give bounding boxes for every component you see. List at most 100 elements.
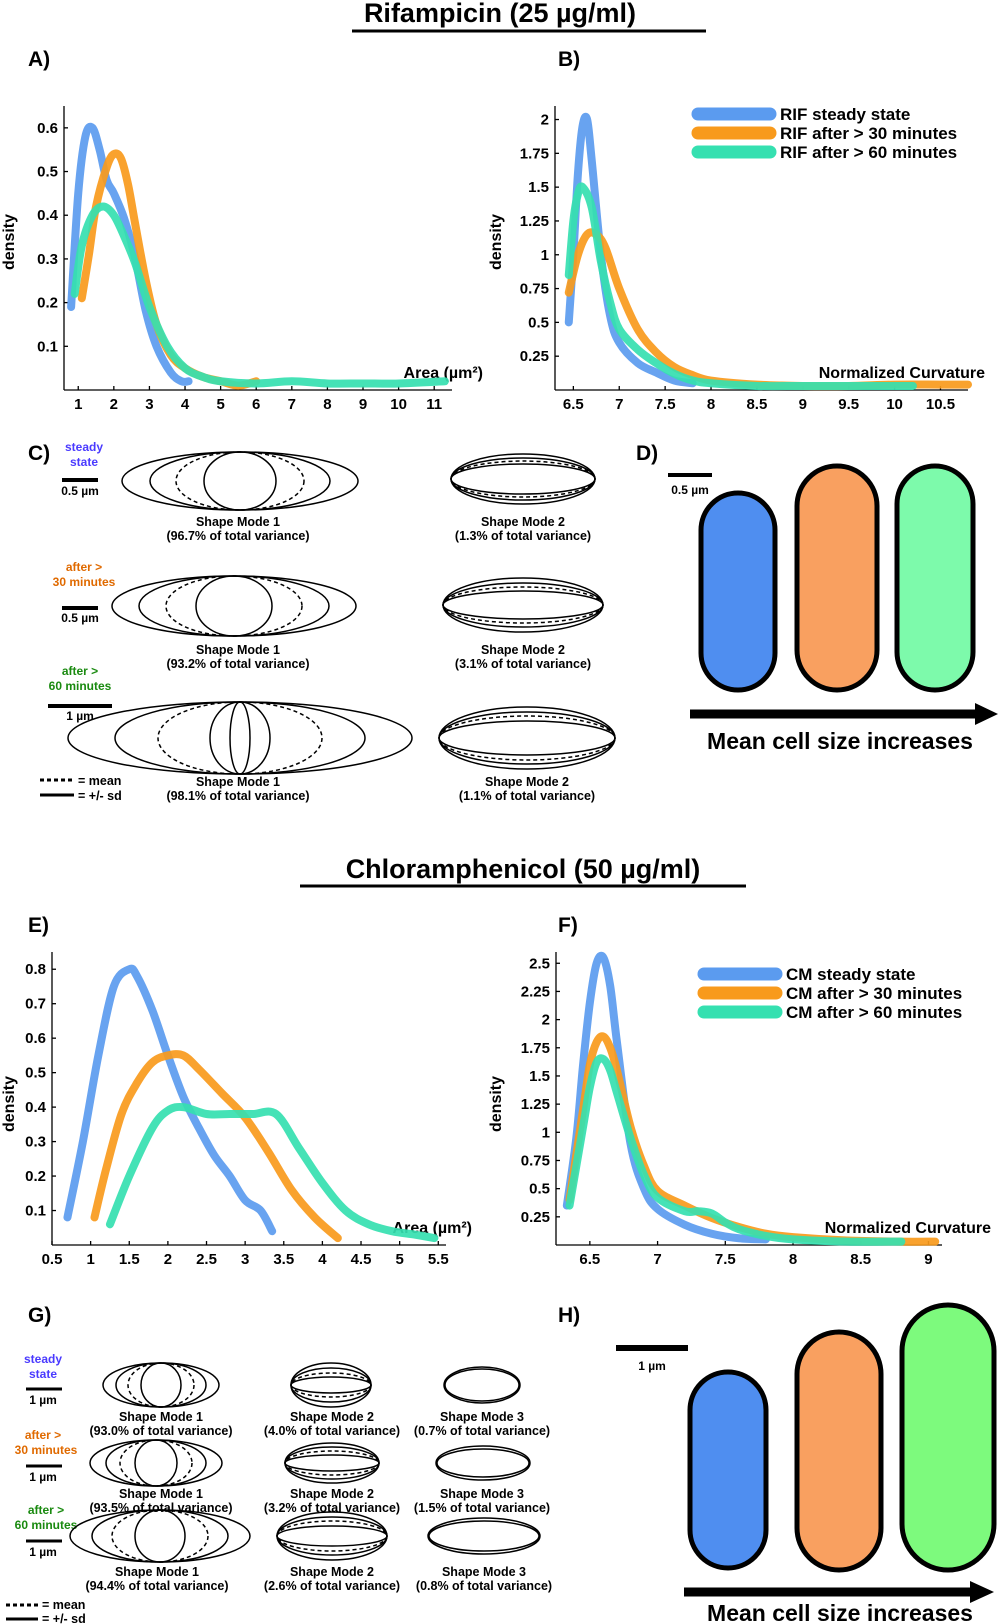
panel-letter-a: A) bbox=[28, 48, 50, 71]
chart-a-ylabel: density bbox=[1, 214, 18, 270]
panel-letter-f: F) bbox=[558, 914, 578, 937]
x-tick-label: 8.5 bbox=[746, 396, 767, 413]
x-tick-label: 3 bbox=[145, 396, 153, 413]
x-tick-label: 10 bbox=[390, 396, 407, 413]
g-row2-condition-line1: after > bbox=[25, 1428, 61, 1442]
chart-e: E) density Area (µm²) 0.5 1 1.5 2 2.5 3 3.5 4 4.… bbox=[1, 914, 472, 1268]
y-tick-label: 0.8 bbox=[25, 961, 46, 978]
legend-label-after60: CM after > 60 minutes bbox=[786, 1003, 962, 1022]
x-tick-label: 6.5 bbox=[579, 1251, 600, 1268]
panel-d-arrow-label: Mean cell size increases bbox=[707, 728, 973, 754]
y-tick-label: 1.25 bbox=[520, 213, 549, 230]
row2-mode2-title: Shape Mode 2 bbox=[481, 643, 565, 657]
x-tick-label: 11 bbox=[426, 396, 442, 413]
x-tick-label: 5 bbox=[395, 1251, 403, 1268]
panel-h-cell-sizes: H) 1 µm Mean cell size increases bbox=[558, 1302, 997, 1624]
y-tick-label: 0.1 bbox=[37, 338, 58, 355]
g-row1-mode3-outlines bbox=[443, 1366, 521, 1404]
panel-letter-e: E) bbox=[28, 914, 49, 937]
series-line-after60 bbox=[105, 1102, 439, 1243]
row2-scale-label: 0.5 µm bbox=[61, 611, 99, 625]
y-tick-label: 0.7 bbox=[25, 996, 46, 1013]
y-tick-label: 1.5 bbox=[528, 179, 549, 196]
y-tick-label: 0.1 bbox=[25, 1203, 46, 1220]
y-tick-label: 0.5 bbox=[528, 314, 549, 331]
g-row2-mode2-variance: (3.2% of total variance) bbox=[264, 1501, 400, 1515]
panel-letter-g: G) bbox=[28, 1304, 51, 1327]
g-row3-mode2-variance: (2.6% of total variance) bbox=[264, 1579, 400, 1593]
row2-mode1-title: Shape Mode 1 bbox=[196, 643, 280, 657]
row3-mode2-title: Shape Mode 2 bbox=[485, 775, 569, 789]
rifampicin-title: Rifampicin (25 µg/ml) bbox=[364, 0, 636, 28]
row1-mode2-outlines bbox=[450, 453, 596, 505]
g-key-mean-label: = mean bbox=[42, 1598, 85, 1612]
x-tick-label: 8.5 bbox=[850, 1251, 871, 1268]
y-tick-label: 0.5 bbox=[25, 1065, 46, 1082]
g-row2-scale-label: 1 µm bbox=[29, 1470, 57, 1484]
legend-label-after30: CM after > 30 minutes bbox=[786, 984, 962, 1003]
row3-mode1-variance: (98.1% of total variance) bbox=[166, 789, 309, 803]
panel-d-scale-label: 0.5 µm bbox=[671, 483, 709, 497]
cell-steady-state bbox=[698, 490, 778, 693]
x-tick-label: 9.5 bbox=[838, 396, 859, 413]
chloramphenicol-title: Chloramphenicol (50 µg/ml) bbox=[346, 854, 701, 884]
row3-condition-line2: 60 minutes bbox=[49, 679, 112, 693]
x-tick-label: 4.5 bbox=[351, 1251, 372, 1268]
g-row3-mode2-outlines bbox=[276, 1511, 388, 1561]
g-row2-mode2-title: Shape Mode 2 bbox=[290, 1487, 374, 1501]
panel-d-cell-sizes: D) 0.5 µm Mean cell size increases bbox=[636, 442, 998, 754]
panel-letter-d: D) bbox=[636, 442, 658, 465]
row2-condition-line2: 30 minutes bbox=[53, 575, 116, 589]
x-tick-label: 2 bbox=[110, 396, 118, 413]
row3-condition-line1: after > bbox=[62, 664, 98, 678]
x-tick-label: 1.5 bbox=[119, 1251, 140, 1268]
x-tick-label: 1 bbox=[74, 396, 82, 413]
y-tick-label: 0.75 bbox=[521, 1152, 550, 1169]
row2-mode2-variance: (3.1% of total variance) bbox=[455, 657, 591, 671]
g-row1-mode1-outlines bbox=[102, 1362, 220, 1408]
y-tick-label: 0.3 bbox=[25, 1134, 46, 1151]
x-tick-label: 5.5 bbox=[428, 1251, 449, 1268]
key-mean-label: = mean bbox=[78, 774, 121, 788]
legend-label-after60: RIF after > 60 minutes bbox=[780, 143, 957, 162]
g-row2-mode3-outlines bbox=[435, 1445, 531, 1481]
g-row3-mode3-outlines bbox=[427, 1517, 541, 1555]
series-line-after60 bbox=[565, 1054, 906, 1246]
panel-h-arrow-label: Mean cell size increases bbox=[707, 1600, 973, 1624]
row2-mode1-variance: (93.2% of total variance) bbox=[166, 657, 309, 671]
g-row1-mode2-variance: (4.0% of total variance) bbox=[264, 1424, 400, 1438]
g-row2-mode3-variance: (1.5% of total variance) bbox=[414, 1501, 550, 1515]
x-tick-label: 8 bbox=[323, 396, 331, 413]
x-tick-label: 4 bbox=[181, 396, 190, 413]
row2-mode2-outlines bbox=[442, 577, 604, 633]
g-row2-mode2-outlines bbox=[284, 1442, 380, 1484]
row1-mode2-variance: (1.3% of total variance) bbox=[455, 529, 591, 543]
g-row1-condition-line1: steady bbox=[24, 1352, 62, 1366]
g-row1-condition-line2: state bbox=[29, 1367, 57, 1381]
chart-f: F) density Normalized Curvature 6.5 7 7.5 8… bbox=[488, 914, 991, 1268]
g-row3-condition-line2: 60 minutes bbox=[15, 1518, 78, 1532]
chart-e-ylabel: density bbox=[1, 1076, 18, 1132]
y-tick-label: 2.25 bbox=[521, 983, 550, 1000]
y-tick-label: 0.25 bbox=[521, 1209, 550, 1226]
row3-mode2-variance: (1.1% of total variance) bbox=[459, 789, 595, 803]
x-tick-label: 10.5 bbox=[926, 396, 955, 413]
key-sd-label: = +/- sd bbox=[78, 789, 122, 803]
y-tick-label: 1 bbox=[542, 1124, 550, 1141]
y-tick-label: 0.2 bbox=[25, 1168, 46, 1185]
g-row1-scale-label: 1 µm bbox=[29, 1393, 57, 1407]
x-tick-label: 7 bbox=[615, 396, 623, 413]
panel-c-shape-modes: C) steady state 0.5 µm Shape Mode 1 (96.… bbox=[28, 440, 616, 803]
y-tick-label: 2.5 bbox=[529, 955, 550, 972]
g-row2-mode3-title: Shape Mode 3 bbox=[440, 1487, 524, 1501]
y-tick-label: 1.25 bbox=[521, 1096, 550, 1113]
series-line-after60 bbox=[70, 202, 449, 388]
x-tick-label: 5 bbox=[216, 396, 224, 413]
g-row1-mode3-title: Shape Mode 3 bbox=[440, 1410, 524, 1424]
y-tick-label: 1.75 bbox=[520, 145, 549, 162]
row3-mode1-title: Shape Mode 1 bbox=[196, 775, 280, 789]
row1-mode1-outlines bbox=[121, 451, 359, 511]
row1-scale-label: 0.5 µm bbox=[61, 484, 99, 498]
g-row2-condition-line2: 30 minutes bbox=[15, 1443, 78, 1457]
h-cell-after-30-minutes bbox=[794, 1329, 884, 1573]
